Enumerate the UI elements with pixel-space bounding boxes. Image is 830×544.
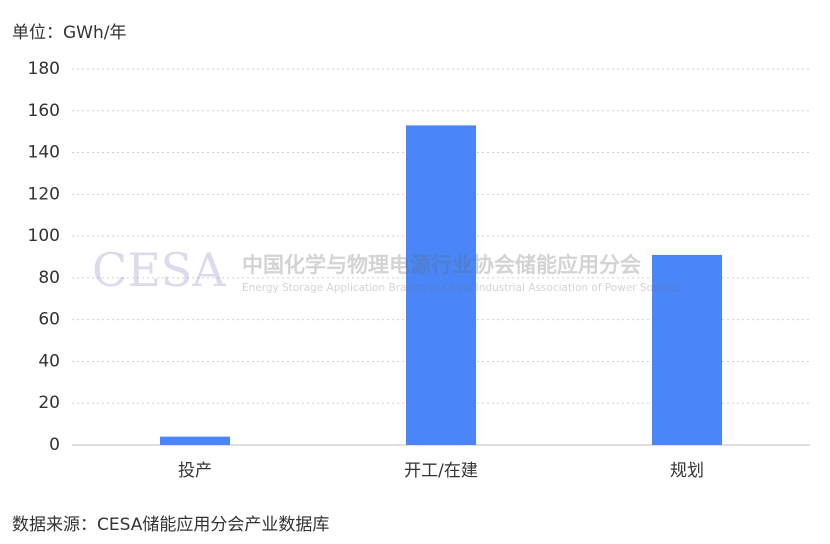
x-tick-label: 投产 xyxy=(178,461,212,481)
watermark-logo: CESA xyxy=(92,243,226,297)
y-tick-label: 40 xyxy=(38,351,60,371)
watermark-english: Energy Storage Application Branch of Chi… xyxy=(242,282,681,294)
bar xyxy=(652,254,722,445)
y-tick-label: 140 xyxy=(28,143,60,163)
unit-label: 单位：GWh/年 xyxy=(12,23,126,43)
y-tick-label: 100 xyxy=(28,226,60,246)
source-note: 数据来源：CESA储能应用分会产业数据库 xyxy=(12,515,329,535)
bar xyxy=(160,436,230,445)
bar xyxy=(406,125,476,446)
watermark: CESA 中国化学与物理电源行业协会储能应用分会 Energy Storage … xyxy=(92,243,681,297)
watermark-name: 中国化学与物理电源行业协会储能应用分会 xyxy=(242,253,641,277)
y-tick-label: 120 xyxy=(28,184,60,204)
x-tick-label: 开工/在建 xyxy=(404,461,478,481)
x-tick-label: 规划 xyxy=(670,461,704,481)
y-tick-label: 180 xyxy=(28,59,60,79)
y-tick-label: 80 xyxy=(38,268,60,288)
y-tick-label: 20 xyxy=(38,393,60,413)
y-tick-label: 0 xyxy=(49,435,60,455)
y-tick-label: 160 xyxy=(28,101,60,121)
y-tick-label: 60 xyxy=(38,310,60,330)
